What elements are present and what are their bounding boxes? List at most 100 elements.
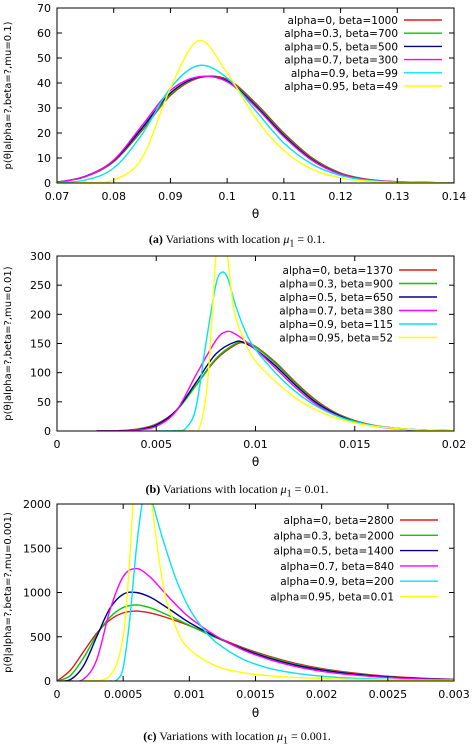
x-tick-label: 0 — [54, 438, 61, 451]
chart-panel-c: 0 0.0005 0.001 0.0015 0.002 0.0025 0.003 0 500 10… — [0, 498, 474, 726]
x-tick-label: 0.0015 — [236, 688, 275, 701]
y-tick-label: 500 — [30, 631, 51, 644]
caption-math-tail: = 0.001. — [288, 729, 331, 743]
legend-entry-label: alpha=0.5, beta=650 — [279, 292, 393, 304]
caption-math-tail: = 0.01. — [291, 482, 329, 496]
x-tick-label: 0.13 — [385, 190, 410, 203]
legend-entry-label: alpha=0.7, beta=380 — [279, 306, 393, 318]
series-line-1 — [96, 340, 454, 431]
y-tick-label: 50 — [37, 52, 51, 65]
y-tick-label: 10 — [37, 152, 51, 165]
x-tick-label: 0.07 — [45, 190, 70, 203]
legend-entry-label: alpha=0.3, beta=700 — [284, 28, 398, 40]
y-tick-label: 20 — [37, 127, 51, 140]
caption-math-tail: = 0.1. — [294, 232, 326, 246]
caption-label: (b) — [145, 482, 161, 496]
legend-entry-label: alpha=0.3, beta=900 — [279, 279, 393, 291]
x-tick-label: 0.003 — [438, 688, 470, 701]
series-line-0 — [57, 610, 454, 681]
legend-entry-label: alpha=0.9, beta=115 — [279, 319, 393, 331]
y-tick-label: 70 — [37, 2, 51, 15]
y-tick-label: 250 — [30, 279, 51, 292]
series-line-5 — [57, 39, 454, 183]
y-tick-label: 200 — [30, 308, 51, 321]
legend-entry-label: alpha=0.95, beta=52 — [279, 333, 393, 345]
legend-entry-label: alpha=0.3, beta=2000 — [274, 530, 394, 542]
x-tick-label: 0.015 — [339, 438, 371, 451]
legend-entry-label: alpha=0.95, beta=0.01 — [270, 592, 394, 604]
x-tick-label: 0 — [54, 688, 61, 701]
series-line-2 — [57, 591, 454, 681]
caption-math-sub: 1 — [286, 488, 292, 500]
x-axis-label: θ — [252, 455, 259, 469]
caption-text: Variations with location — [160, 482, 281, 496]
caption-a: (a) Variations with location μ1 = 0.1. — [0, 232, 474, 249]
y-tick-label: 300 — [30, 250, 51, 263]
legend-entry-label: alpha=0, beta=1000 — [288, 15, 398, 27]
caption-text: Variations with location — [162, 232, 284, 246]
x-tick-label: 0.11 — [272, 190, 297, 203]
plot-frame — [56, 7, 455, 184]
legend-entry-label: alpha=0, beta=1370 — [283, 265, 393, 277]
legend-entry-label: alpha=0.9, beta=200 — [280, 576, 394, 588]
legend-entry-label: alpha=0.7, beta=300 — [284, 55, 398, 67]
series-line-5 — [57, 504, 454, 681]
y-tick-label: 100 — [30, 367, 51, 380]
series-line-5 — [176, 256, 454, 431]
x-tick-label: 0.002 — [306, 688, 338, 701]
caption-math-sub: 1 — [283, 735, 288, 746]
legend-entry-label: alpha=0.95, beta=49 — [284, 81, 398, 93]
legend-entry-label: alpha=0.9, beta=99 — [291, 68, 398, 80]
legend-entry-label: alpha=0.7, beta=840 — [280, 561, 394, 573]
x-tick-label: 0.02 — [442, 438, 467, 451]
x-tick-label: 0.01 — [243, 438, 268, 451]
y-axis-label: p(θ|alpha=?,beta=?,mu=0.001) — [3, 512, 14, 673]
y-tick-label: 1000 — [23, 587, 51, 600]
x-axis-label: θ — [252, 207, 259, 221]
x-tick-label: 0.14 — [442, 190, 467, 203]
caption-label: (c) — [143, 729, 157, 743]
chart-panel-b: 0 0.005 0.01 0.015 0.02 0 50 100 150 200 250 300 θ p(… — [0, 250, 474, 480]
chart-panel-a: 0.07 0.08 0.09 0.1 0.11 0.12 0.13 0.14 0 10 20 30 40… — [0, 0, 474, 232]
y-tick-label: 150 — [30, 338, 51, 351]
y-tick-label: 1500 — [23, 542, 51, 555]
caption-b: (b) Variations with location μ1 = 0.01. — [0, 482, 474, 499]
caption-math-symbol: μ — [276, 729, 283, 743]
x-tick-label: 0.0025 — [369, 688, 408, 701]
chart-b: 0 0.005 0.01 0.015 0.02 0 50 100 150 200 250 300 θ p(… — [3, 250, 467, 469]
x-tick-label: 0.001 — [174, 688, 206, 701]
series-line-0 — [96, 341, 454, 431]
y-axis-label: p(θ|alpha=?,beta=?,mu=0.01) — [3, 266, 14, 420]
caption-text: Variations with location — [156, 729, 277, 743]
x-axis-label: θ — [252, 706, 259, 720]
plot-frame — [56, 255, 455, 432]
series-line-2 — [96, 340, 454, 431]
series-line-4 — [109, 504, 454, 681]
caption-math-symbol: μ — [280, 482, 287, 496]
legend-entry-label: alpha=0.5, beta=500 — [284, 41, 398, 53]
y-tick-label: 60 — [37, 27, 51, 40]
caption-c: (c) Variations with location μ1 = 0.001. — [0, 729, 474, 746]
chart-a: 0.07 0.08 0.09 0.1 0.11 0.12 0.13 0.14 0 10 20 30 40… — [3, 2, 467, 221]
y-axis-label: p(θ|alpha=?,beta=?,mu=0.1) — [3, 21, 14, 169]
x-tick-label: 0.08 — [101, 190, 126, 203]
caption-label: (a) — [148, 232, 163, 246]
y-tick-label: 40 — [37, 77, 51, 90]
x-tick-label: 0.09 — [158, 190, 183, 203]
caption-math-symbol: μ — [283, 232, 290, 246]
series-line-3 — [57, 567, 454, 681]
x-tick-label: 0.12 — [328, 190, 353, 203]
chart-c: 0 0.0005 0.001 0.0015 0.002 0.0025 0.003 0 500 10… — [3, 498, 470, 720]
y-tick-label: 2000 — [23, 498, 51, 511]
caption-math-sub: 1 — [289, 238, 295, 250]
legend-entry-label: alpha=0.5, beta=1400 — [274, 546, 394, 558]
y-tick-label: 30 — [37, 102, 51, 115]
y-tick-label: 50 — [37, 396, 51, 409]
x-tick-label: 0.005 — [141, 438, 173, 451]
y-tick-label: 0 — [44, 177, 51, 190]
x-tick-label: 0.1 — [218, 190, 236, 203]
x-tick-label: 0.0005 — [104, 688, 143, 701]
legend-entry-label: alpha=0, beta=2800 — [284, 515, 394, 527]
y-tick-label: 0 — [44, 675, 51, 688]
y-tick-label: 0 — [44, 425, 51, 438]
